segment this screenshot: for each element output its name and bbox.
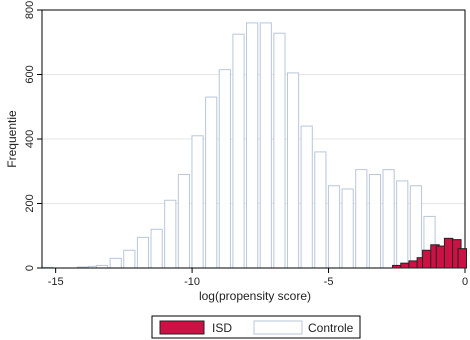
controle-bar-12	[218, 69, 231, 269]
controle-bar-13	[232, 33, 245, 269]
isd-bar-0	[392, 264, 402, 269]
isd-bars	[392, 237, 468, 269]
controle-bar-11	[205, 96, 218, 269]
isd-bar-2	[408, 260, 418, 269]
isd-bar-1	[400, 262, 410, 269]
y-axis: 0 200 400 600 800	[24, 1, 42, 271]
isd-bar-7	[443, 237, 454, 269]
y-axis-title: Frequentie	[5, 110, 19, 168]
y-tick-label-0: 0	[24, 265, 36, 271]
controle-bar-4	[109, 257, 122, 269]
x-tick-label-1: -10	[184, 276, 200, 288]
y-tick-label-2: 400	[24, 130, 36, 148]
controle-bar-26	[409, 185, 422, 269]
controle-bar-22	[355, 169, 368, 269]
y-tick-label-3: 600	[24, 65, 36, 83]
isd-bar-6	[435, 245, 446, 269]
legend-swatch-controle	[253, 320, 303, 335]
controle-bar-10	[191, 135, 204, 269]
controle-bar-24	[382, 169, 395, 269]
y-tick-label-1: 200	[24, 194, 36, 212]
isd-bar-9	[457, 248, 468, 269]
x-tick-label-0: -15	[48, 276, 64, 288]
controle-bar-5	[123, 249, 136, 269]
controle-bar-15	[259, 22, 272, 269]
controle-bar-25	[396, 180, 409, 269]
controle-bar-21	[341, 188, 354, 269]
controle-bar-7	[150, 228, 163, 269]
controle-bar-18	[300, 125, 313, 269]
controle-bar-19	[314, 151, 327, 269]
legend: ISD Controle	[151, 315, 361, 339]
controle-bar-8	[164, 199, 177, 269]
controle-bar-17	[286, 72, 300, 269]
isd-bar-4	[422, 249, 432, 269]
x-tick-label-2: -5	[324, 276, 334, 288]
legend-swatch-isd	[159, 320, 205, 335]
controle-bars	[41, 22, 436, 269]
controle-bar-20	[327, 185, 341, 269]
x-axis: -15 -10 -5 0	[48, 268, 468, 288]
controle-bar-9	[177, 173, 191, 269]
controle-bar-23	[368, 173, 382, 269]
x-axis-title: log(propensity score)	[199, 289, 311, 303]
controle-bar-6	[136, 236, 150, 269]
legend-label-isd: ISD	[212, 321, 232, 335]
y-tick-label-4: 800	[24, 1, 36, 19]
controle-bar-14	[246, 22, 259, 269]
legend-label-controle: Controle	[308, 321, 354, 335]
controle-bar-16	[273, 32, 286, 269]
x-tick-label-3: 0	[462, 276, 468, 288]
